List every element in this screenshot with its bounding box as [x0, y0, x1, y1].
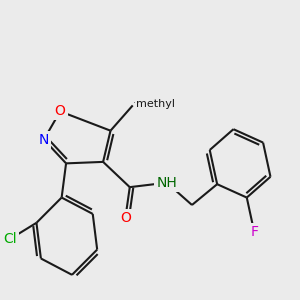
Text: Cl: Cl	[3, 232, 16, 246]
Text: methyl: methyl	[134, 102, 139, 103]
Text: O: O	[120, 212, 131, 225]
Text: N: N	[39, 133, 49, 147]
Text: NH: NH	[156, 176, 177, 190]
Text: F: F	[250, 225, 258, 239]
Text: O: O	[55, 104, 66, 118]
Text: methyl: methyl	[136, 99, 175, 109]
